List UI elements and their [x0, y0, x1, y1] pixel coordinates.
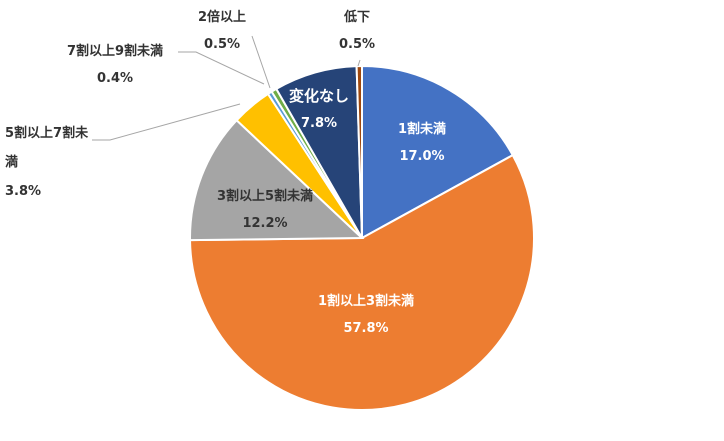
data-label: 3割以上5割未満 12.2% [217, 183, 313, 237]
data-label: 5割以上7割未満 3.8% [5, 119, 97, 206]
data-label: 1割未満 17.0% [398, 116, 446, 170]
slice-name: 1割未満 [397, 122, 447, 137]
data-label: 7割以上9割未満 0.4% [67, 38, 163, 92]
slice-name: 7割以上9割未満 [66, 44, 164, 59]
leader-line [251, 35, 271, 89]
data-label: 低下 0.5% [339, 4, 375, 58]
slice-value: 7.8% [300, 116, 338, 131]
leader-lines [92, 35, 361, 141]
slice-name: 低下 [343, 10, 370, 25]
slice-value: 12.2% [242, 216, 288, 231]
leader-line [92, 103, 241, 141]
pie-slice [189, 118, 365, 242]
pie-slice [188, 153, 535, 411]
data-label: 1割以上3割未満 57.8% [318, 288, 414, 342]
slice-name: 2倍以上 [197, 10, 247, 25]
data-label: 変化なし 7.8% [289, 83, 349, 137]
slice-name: 1割以上3割未満 [317, 294, 415, 309]
leader-line [357, 59, 361, 67]
pie-slice [361, 64, 515, 240]
slice-value: 0.4% [96, 71, 134, 86]
slice-name: 3割以上5割未満 [216, 189, 314, 204]
data-label: 2倍以上 0.5% [198, 4, 246, 58]
pie-slice [355, 64, 363, 239]
slice-name: 変化なし [288, 87, 350, 105]
slice-value: 0.5% [338, 37, 376, 52]
leader-line [178, 51, 265, 85]
slice-value: 3.8% [5, 184, 42, 199]
slice-value: 17.0% [399, 149, 445, 164]
slice-value: 57.8% [343, 321, 389, 336]
slice-name: 5割以上7割未満 [5, 126, 89, 170]
pie [188, 64, 535, 411]
slice-value: 0.5% [203, 37, 241, 52]
